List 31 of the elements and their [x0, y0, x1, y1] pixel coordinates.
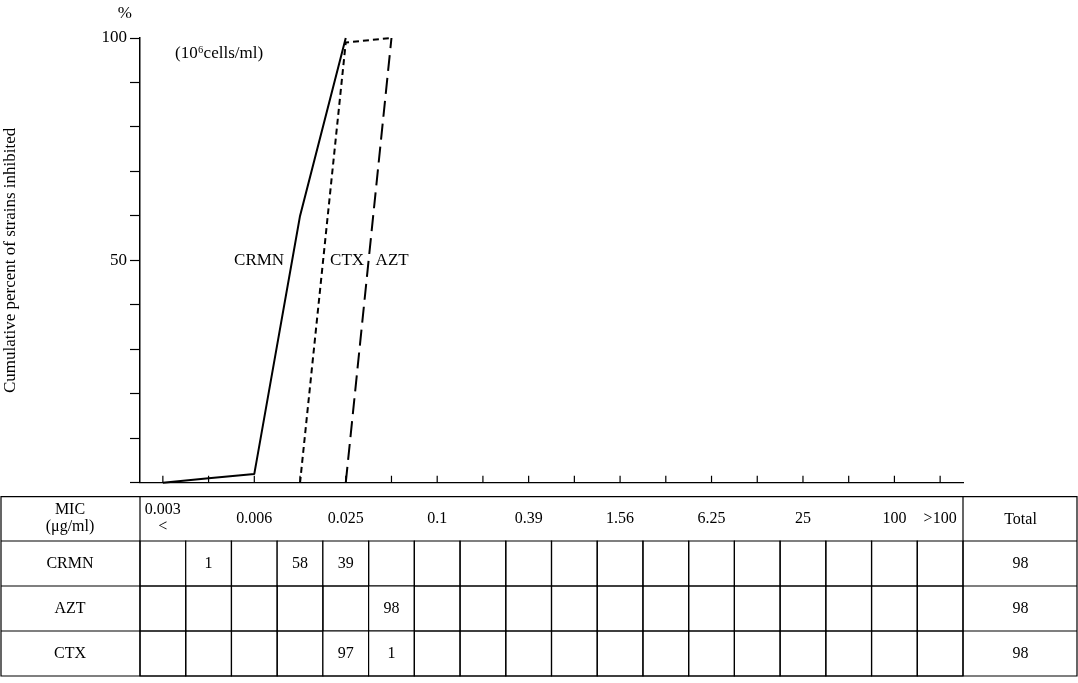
x-tick-label: 0.003 < [144, 500, 181, 535]
data-label: 1 [204, 553, 213, 571]
x-tick-label: 1.56 [606, 508, 635, 526]
y2-axis-title: Total [1004, 509, 1038, 527]
x-tick-label: 0.006 [236, 508, 273, 526]
y-tick-label: 50 [110, 249, 127, 269]
y-tick-label: CTX [54, 643, 87, 661]
data-label: 97 [337, 643, 354, 661]
data-label: 1 [387, 643, 396, 661]
x-tick-label: 100 [882, 508, 907, 526]
text: % [117, 3, 132, 23]
data-label: 58 [292, 553, 309, 571]
data-label: 98 [383, 598, 400, 616]
series-label: AZT [375, 249, 410, 269]
x-tick-label: 0.1 [427, 508, 448, 526]
y2-tick-label: 98 [1012, 643, 1029, 661]
series-label: CRMN [234, 249, 285, 269]
x-tick-label: 0.025 [327, 508, 364, 526]
y-axis-title: Cumulative percent of strains inhibited [0, 127, 19, 394]
x-axis-title: MIC (μg/ml) [45, 500, 95, 536]
y2-tick-label: 98 [1012, 553, 1029, 571]
y2-tick-label: 98 [1012, 598, 1029, 616]
y-tick-label: AZT [54, 598, 86, 616]
x-tick-label: 6.25 [697, 508, 726, 526]
data-label: 39 [337, 553, 354, 571]
annotation: (10⁶cells/ml) [175, 43, 264, 63]
x-tick-label: 25 [794, 508, 811, 526]
x-tick-label: >100 [923, 508, 957, 526]
x-tick-label: 0.39 [514, 508, 543, 526]
y-tick-label: CRMN [46, 553, 95, 571]
series-label: CTX [330, 249, 365, 269]
